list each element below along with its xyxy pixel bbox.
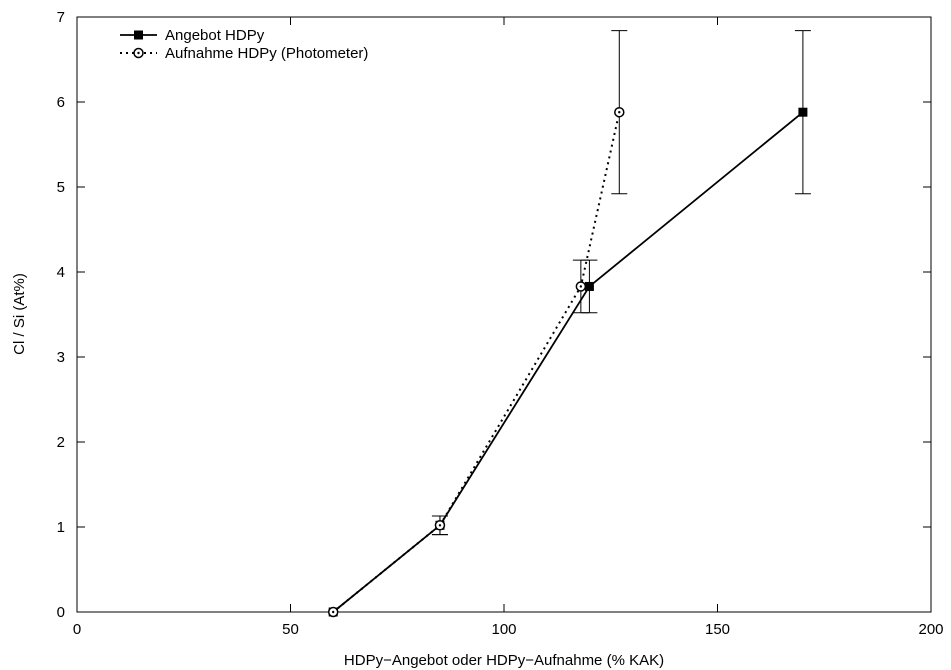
x-tick-label: 150 [705,621,730,638]
legend-item-1: Angebot HDPy [120,27,265,44]
x-tick-label: 0 [73,621,81,638]
series-line [332,111,804,613]
y-tick-label: 3 [57,349,65,366]
series-line [332,111,621,613]
data-point-dot [579,285,583,288]
series-layer [327,30,811,618]
y-axis-label: Cl / Si (At%) [11,273,28,355]
data-point-dot [438,524,442,527]
y-tick-label: 7 [57,9,65,26]
legend-marker-dot [137,51,140,55]
y-tick-label: 4 [57,264,65,281]
data-point [584,281,594,291]
series-2 [327,30,628,618]
y-tick-label: 5 [57,179,65,196]
x-tick-label: 50 [282,621,299,638]
axis-ticks: 0 50 100 150 200 0 1 2 3 4 5 6 7 [57,9,944,638]
data-point-dot [618,111,621,114]
y-tick-label: 6 [57,94,65,111]
data-point-dot [332,610,335,614]
legend-marker [134,30,143,40]
legend-item-2: Aufnahme HDPy (Photometer) [120,45,368,62]
legend-label: Angebot HDPy [165,27,265,44]
data-point [798,107,808,117]
y-tick-label: 2 [57,434,65,451]
x-tick-label: 100 [491,621,516,638]
x-tick-label: 200 [918,621,943,638]
series-1 [328,30,811,617]
y-tick-label: 1 [57,519,65,536]
legend-label: Aufnahme HDPy (Photometer) [165,45,368,62]
y-tick-label: 0 [57,604,65,621]
x-axis-label: HDPy−Angebot oder HDPy−Aufnahme (% KAK) [344,652,664,669]
